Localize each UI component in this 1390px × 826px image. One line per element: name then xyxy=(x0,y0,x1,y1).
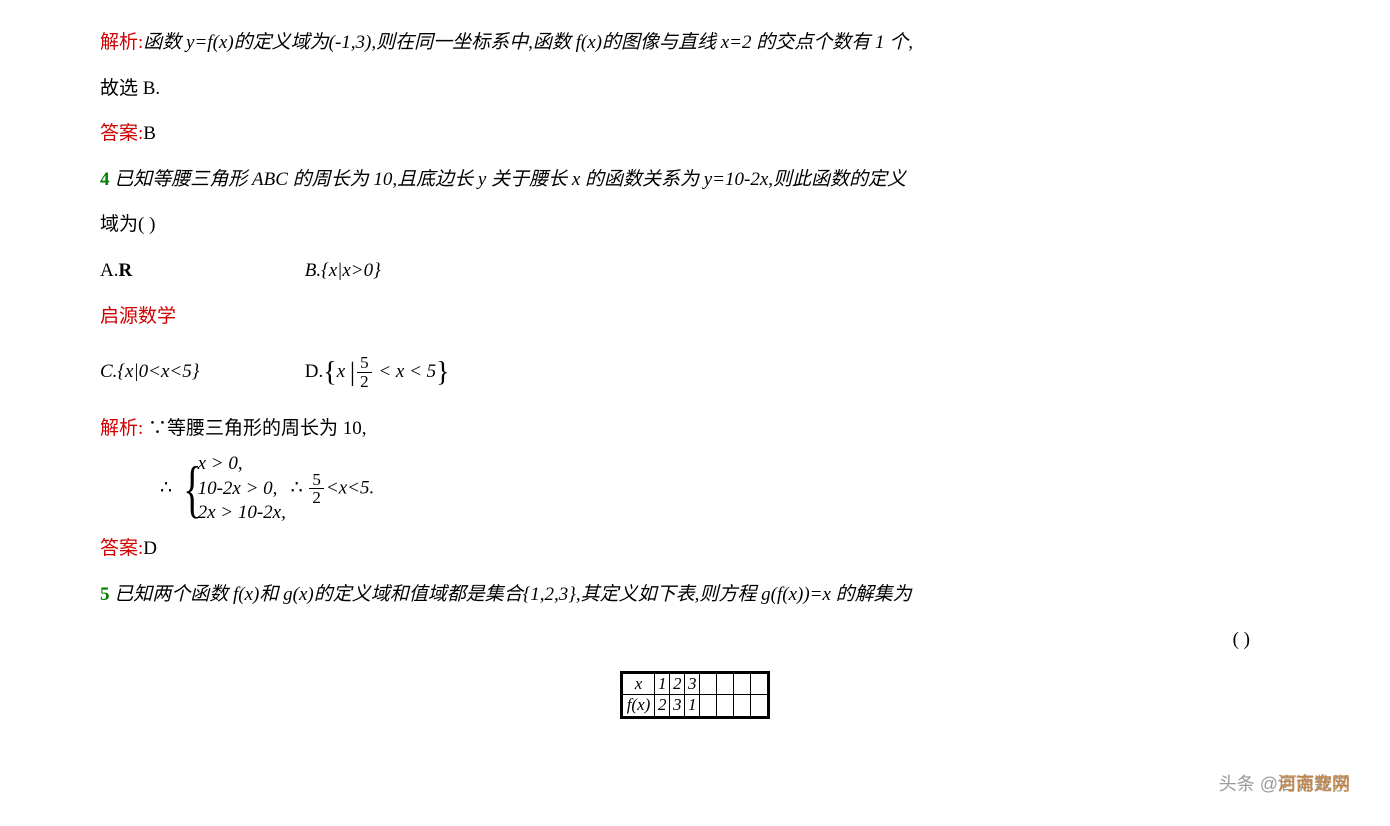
q4-analysis: 解析: ∵等腰三角形的周长为 10, xyxy=(100,406,1290,452)
q5-stem: 5 已知两个函数 f(x)和 g(x)的定义域和值域都是集合{1,2,3},其定… xyxy=(100,572,1290,618)
fraction-icon: 52 xyxy=(309,471,324,508)
q4-options-row2: C.{x|0<x<5} D.{x |52 < x < 5} xyxy=(100,339,1290,406)
p1-answer: 答案:B xyxy=(100,111,1290,157)
q4-stem-a: 已知等腰三角形 ABC 的周长为 10,且底边长 y 关于腰长 x 的函数关系为… xyxy=(110,169,907,190)
p1-answer-val: B xyxy=(143,123,156,144)
brace-icon: { x > 0, 10-2x > 0, 2x > 10-2x, xyxy=(177,452,286,526)
analysis-label: 解析: xyxy=(100,32,143,53)
answer-label: 答案: xyxy=(100,538,143,559)
p1-cont: 故选 B. xyxy=(100,66,1290,112)
q4-system: ∴ { x > 0, 10-2x > 0, 2x > 10-2x, ∴ 52<x… xyxy=(100,452,1290,526)
fraction-icon: 52 xyxy=(357,354,372,391)
q4-answer: 答案:D xyxy=(100,526,1290,572)
function-table: x 1 2 3 f(x) 2 3 1 xyxy=(620,671,771,719)
table-row: x 1 2 3 xyxy=(621,672,769,694)
p1-analysis: 解析:函数 y=f(x)的定义域为(-1,3),则在同一坐标系中,函数 f(x)… xyxy=(100,20,1290,66)
analysis-label: 解析: xyxy=(100,418,143,439)
answer-label: 答案: xyxy=(100,123,143,144)
q4-optC: C.{x|0<x<5} xyxy=(100,349,300,395)
q4-number: 4 xyxy=(100,169,110,190)
q4-optA: A.R xyxy=(100,248,300,294)
q4-optB: B.{x|x>0} xyxy=(305,260,381,281)
q4-source: 启源数学 xyxy=(100,294,1290,340)
q5-number: 5 xyxy=(100,584,110,605)
q4-optD: D.{x |52 < x < 5} xyxy=(305,361,450,382)
q4-stem-line1: 4 已知等腰三角形 ABC 的周长为 10,且底边长 y 关于腰长 x 的函数关… xyxy=(100,157,1290,203)
watermark-text: 河南宠网 xyxy=(1278,763,1350,806)
q4-stem-line2: 域为( ) xyxy=(100,202,1290,248)
table-row: f(x) 2 3 1 xyxy=(621,695,769,717)
p1-text: 函数 y=f(x)的定义域为(-1,3),则在同一坐标系中,函数 f(x)的图像… xyxy=(143,32,913,53)
q4-options-row1: A.R B.{x|x>0} xyxy=(100,248,1290,294)
